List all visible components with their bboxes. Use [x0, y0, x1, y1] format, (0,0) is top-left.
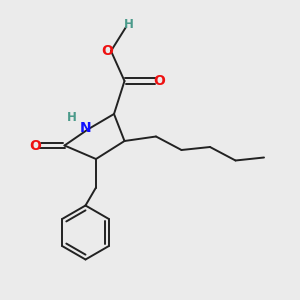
Text: O: O: [154, 74, 166, 88]
Text: O: O: [101, 44, 113, 58]
Text: O: O: [29, 139, 41, 152]
Text: H: H: [124, 17, 133, 31]
Text: H: H: [67, 111, 77, 124]
Text: N: N: [80, 121, 91, 134]
